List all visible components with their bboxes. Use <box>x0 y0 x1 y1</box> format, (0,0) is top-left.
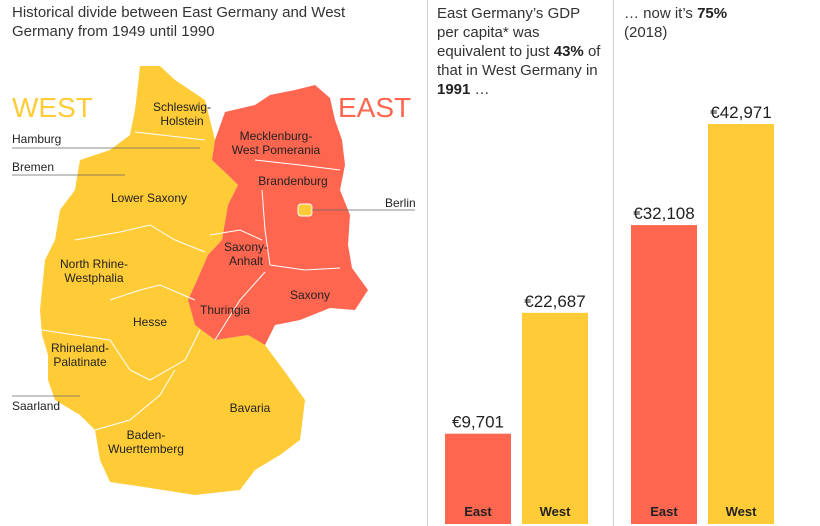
state-label-bw: Baden-Wuerttemberg <box>108 428 184 456</box>
state-label-line: North Rhine- <box>60 257 128 271</box>
state-label-saxony: Saxony <box>290 288 330 302</box>
state-label-line: Schleswig- <box>153 100 211 114</box>
bar-category-label: East <box>464 504 492 519</box>
panel-2018-year: (2018) <box>624 24 668 41</box>
bar-category-label: East <box>650 504 678 519</box>
state-label-line: Anhalt <box>229 254 264 268</box>
state-label-saxony-anhalt: Saxony-Anhalt <box>224 240 268 268</box>
east-label: EAST <box>338 92 411 123</box>
state-label-lower-saxony: Lower Saxony <box>111 191 187 205</box>
bar-east-1 <box>631 225 697 524</box>
divider-2 <box>613 0 614 526</box>
callout-saarland: Saarland <box>12 399 60 413</box>
west-label: WEST <box>12 92 93 123</box>
panel-1991-text-pre: East Germany’s GDP per capita* was equiv… <box>437 5 580 60</box>
divider-1 <box>427 0 428 526</box>
state-label-hesse: Hesse <box>133 315 167 329</box>
panel-2018-pct: 75% <box>697 5 728 22</box>
state-label-line: Palatinate <box>53 355 107 369</box>
germany-map: WEST EAST Schleswig-Holstein Lower Saxon… <box>12 66 416 495</box>
callout-bremen: Bremen <box>12 160 54 174</box>
bar-east-0 <box>445 433 511 524</box>
bar-west-1 <box>708 124 774 524</box>
callout-lines <box>12 147 415 397</box>
panel-2018-text: … now it’s 75% (2018) <box>624 4 804 42</box>
panel-1991-text: East Germany’s GDP per capita* was equiv… <box>437 4 605 99</box>
bar-west-0 <box>522 312 588 524</box>
state-label-line: Baden- <box>127 428 166 442</box>
state-label-line: Holstein <box>160 114 203 128</box>
state-label-mv: Mecklenburg-West Pomerania <box>232 129 321 157</box>
bar-value-label: €32,108 <box>633 204 694 223</box>
east-germany-region <box>188 85 368 345</box>
map-title: Historical divide between East Germany a… <box>12 4 346 40</box>
state-label-line: Rhineland- <box>51 341 109 355</box>
callout-berlin: Berlin <box>385 196 416 210</box>
state-label-line: West Pomerania <box>232 143 321 157</box>
bar-category-label: West <box>540 504 571 519</box>
callout-hamburg: Hamburg <box>12 132 61 146</box>
state-label-line: Mecklenburg- <box>240 129 313 143</box>
state-label-schleswig: Schleswig-Holstein <box>153 100 211 128</box>
panel-1991-text-mid: of that in West Germany in <box>437 43 601 79</box>
west-germany-region <box>40 66 305 495</box>
bar-category-label: West <box>726 504 757 519</box>
state-label-rhineland: Rhineland-Palatinate <box>51 341 109 369</box>
state-label-nrw: North Rhine-Westphalia <box>60 257 128 285</box>
state-label-line: Westphalia <box>64 271 123 285</box>
bar-value-label: €42,971 <box>710 103 771 122</box>
state-label-thuringia: Thuringia <box>200 303 250 317</box>
state-label-line: Saxony- <box>224 240 268 254</box>
panel-1991-pct: 43% <box>553 43 584 60</box>
bar-value-label: €9,701 <box>452 413 504 432</box>
panel-1991-year: 1991 <box>437 81 471 98</box>
panel-1991-text-post: … <box>470 81 490 98</box>
state-borders <box>41 131 341 431</box>
panel-2018-text-pre: … now it’s <box>624 5 698 22</box>
bar-value-label: €22,687 <box>524 292 585 311</box>
state-label-bavaria: Bavaria <box>230 401 271 415</box>
state-label-brandenburg: Brandenburg <box>258 174 327 188</box>
state-label-line: Wuerttemberg <box>108 442 184 456</box>
